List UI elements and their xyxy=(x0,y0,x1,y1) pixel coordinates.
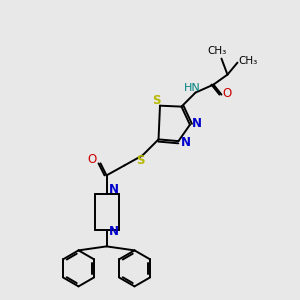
Text: S: S xyxy=(136,154,145,167)
Text: O: O xyxy=(223,87,232,100)
Text: CH₃: CH₃ xyxy=(239,56,258,66)
Text: CH₃: CH₃ xyxy=(208,46,227,56)
Text: HN: HN xyxy=(184,82,201,93)
Text: N: N xyxy=(109,225,118,238)
Text: N: N xyxy=(192,117,202,130)
Text: O: O xyxy=(87,153,96,166)
Text: S: S xyxy=(152,94,160,107)
Text: N: N xyxy=(109,183,118,196)
Text: N: N xyxy=(181,136,190,148)
